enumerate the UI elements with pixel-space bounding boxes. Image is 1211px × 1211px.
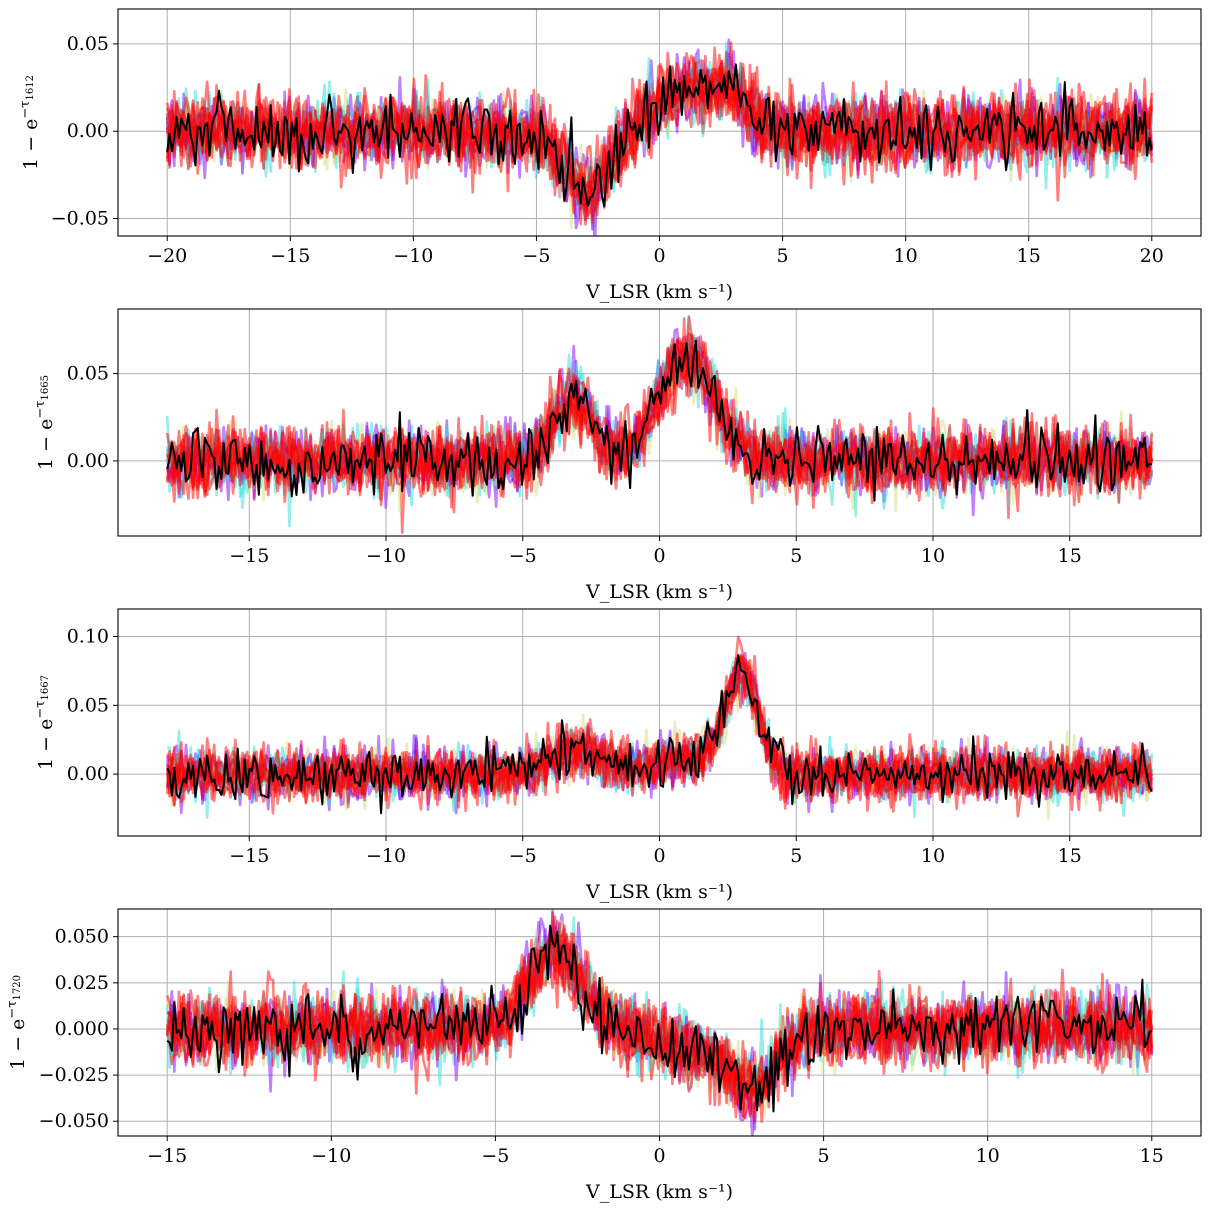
x-tick-label: −10 xyxy=(366,845,406,867)
x-tick-label: 0 xyxy=(653,545,665,567)
y-tick-label: −0.050 xyxy=(39,1110,109,1132)
data-line xyxy=(166,924,1153,1113)
x-tick-label: −15 xyxy=(270,245,310,267)
data-line xyxy=(166,654,1153,815)
y-axis-label-sub: 1612 xyxy=(25,75,36,100)
y-tick-label: 0.05 xyxy=(67,33,109,55)
plot-area xyxy=(165,635,1154,820)
x-axis-label: V_LSR (km s⁻¹) xyxy=(585,281,733,303)
x-tick-label: −5 xyxy=(509,545,537,567)
y-axis-label: 1 − e−τ1720 xyxy=(5,975,29,1070)
x-tick-label: −10 xyxy=(366,545,406,567)
sample-line xyxy=(166,315,1154,499)
x-tick-label: −5 xyxy=(481,1145,509,1167)
x-tick-label: 10 xyxy=(894,245,918,267)
x-tick-label: 20 xyxy=(1140,245,1164,267)
y-axis-label: 1 − e−τ1665 xyxy=(33,375,57,470)
y-axis-label-base: 1 − e xyxy=(7,1019,29,1070)
y-tick-label: 0.05 xyxy=(67,694,109,716)
y-axis-label-base: 1 − e xyxy=(20,119,42,170)
y-tick-label: −0.05 xyxy=(51,208,109,230)
x-axis-label: V_LSR (km s⁻¹) xyxy=(585,581,733,603)
y-axis-label-sup: −τ xyxy=(33,401,48,419)
panel-2: −15 −10 −5 0 5 10 15 0.00 0.05 V_LSR (km s⁻¹) 1 − … xyxy=(33,308,1202,603)
y-tick-label: 0.05 xyxy=(67,363,109,385)
y-axis-label: 1 − e−τ1667 xyxy=(33,675,57,770)
plot-area xyxy=(165,314,1154,535)
y-axis-label-base: 1 − e xyxy=(35,419,57,470)
x-tick-label: −15 xyxy=(229,845,269,867)
x-tick-label: 15 xyxy=(1017,245,1041,267)
x-tick-label: −5 xyxy=(509,845,537,867)
x-tick-label: 15 xyxy=(1058,545,1082,567)
y-tick-label: 0.025 xyxy=(55,972,109,994)
sample-line xyxy=(165,41,1154,218)
y-axis-label-sup: −τ xyxy=(18,101,33,119)
y-axis-label-sub: 1667 xyxy=(40,675,51,700)
plot-area xyxy=(165,38,1154,236)
y-tick-label: 0.000 xyxy=(55,1018,109,1040)
y-tick-label: 0.050 xyxy=(55,926,109,948)
y-axis-label-base: 1 − e xyxy=(35,719,57,770)
x-axis-label: V_LSR (km s⁻¹) xyxy=(585,881,733,903)
x-tick-label: −15 xyxy=(147,1145,187,1167)
y-axis-label-sub: 1720 xyxy=(12,975,23,1000)
x-tick-label: −15 xyxy=(229,545,269,567)
data-line xyxy=(166,339,1152,502)
y-tick-label: 0.00 xyxy=(67,120,109,142)
x-tick-label: −5 xyxy=(522,245,550,267)
y-tick-label: 0.10 xyxy=(67,626,109,648)
x-tick-label: −10 xyxy=(393,245,433,267)
y-axis-label-sub: 1665 xyxy=(40,375,51,400)
y-tick-label: 0.00 xyxy=(67,450,109,472)
x-tick-label: −10 xyxy=(311,1145,351,1167)
x-tick-label: 5 xyxy=(818,1145,830,1167)
x-tick-label: 15 xyxy=(1058,845,1082,867)
panel-3: −15 −10 −5 0 5 10 15 0.00 0.05 0.10 V_LSR (km s⁻¹)… xyxy=(33,608,1202,903)
plot-area xyxy=(165,909,1154,1136)
x-tick-label: 0 xyxy=(653,1145,665,1167)
x-tick-label: 10 xyxy=(921,845,945,867)
x-tick-label: 0 xyxy=(653,845,665,867)
x-tick-label: 10 xyxy=(976,1145,1000,1167)
x-tick-label: 15 xyxy=(1140,1145,1164,1167)
y-axis-label-sup: −τ xyxy=(5,1001,20,1019)
panel-4: −15 −10 −5 0 5 10 15 −0.050 −0.025 0.000 0.025 0.05… xyxy=(5,908,1202,1203)
y-axis-label-sup: −τ xyxy=(33,701,48,719)
y-axis-label: 1 − e−τ1612 xyxy=(18,75,42,170)
x-tick-label: 5 xyxy=(777,245,789,267)
x-tick-label: −20 xyxy=(147,245,187,267)
x-axis-label: V_LSR (km s⁻¹) xyxy=(585,1181,733,1203)
panel-1: −20 −15 −10 −5 0 5 10 15 20 −0.05 0.00 0.05 V_LSR (k… xyxy=(18,8,1202,303)
data-line xyxy=(166,63,1153,208)
x-tick-label: 0 xyxy=(653,245,665,267)
x-tick-label: 10 xyxy=(921,545,945,567)
x-tick-label: 5 xyxy=(790,545,802,567)
y-tick-label: −0.025 xyxy=(39,1064,109,1086)
x-tick-label: 5 xyxy=(790,845,802,867)
y-tick-label: 0.00 xyxy=(67,763,109,785)
